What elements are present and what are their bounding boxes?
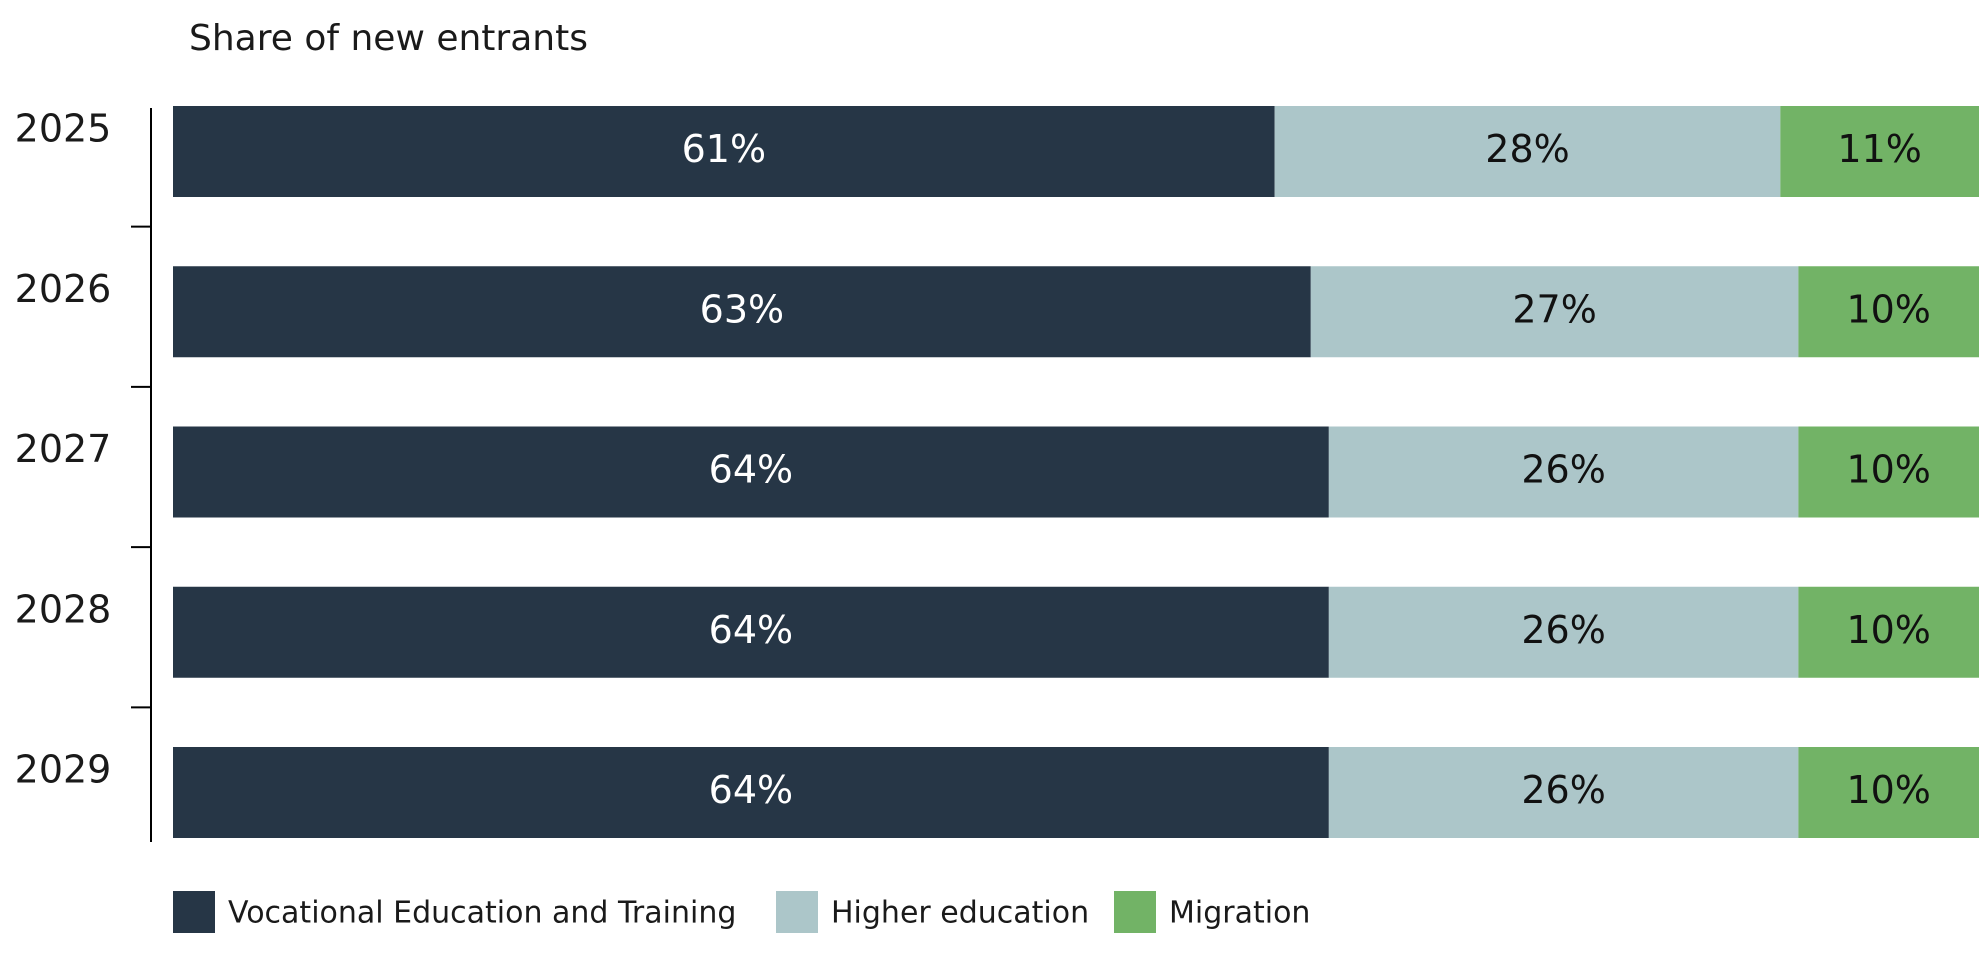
- data-label: 64%: [709, 768, 793, 812]
- data-label: 28%: [1485, 127, 1569, 171]
- legend-label: Migration: [1169, 896, 1310, 931]
- bar-segment: [1310, 266, 1799, 358]
- bar-segment: [173, 266, 1311, 358]
- y-tick-label: 2026: [15, 267, 112, 311]
- chart-title: Share of new entrants: [189, 18, 588, 59]
- y-tick-label: 2027: [15, 427, 112, 471]
- data-label: 10%: [1846, 448, 1930, 492]
- data-label: 11%: [1837, 127, 1921, 171]
- bar-segment: [1328, 426, 1799, 518]
- legend-label: Higher education: [831, 896, 1089, 931]
- data-label: 26%: [1521, 768, 1605, 812]
- data-label: 10%: [1846, 768, 1930, 812]
- bar-segment: [1780, 106, 1979, 197]
- data-label: 26%: [1521, 608, 1605, 652]
- bar-segment: [1798, 586, 1979, 678]
- bar-segment: [1328, 586, 1799, 678]
- y-tick-label: 2029: [15, 748, 112, 792]
- legend-swatch: [776, 891, 818, 933]
- y-tick-label: 2025: [15, 107, 112, 151]
- legend-swatch: [173, 891, 215, 933]
- bar-segment: [173, 586, 1329, 678]
- bar-segment: [1798, 747, 1979, 838]
- data-label: 27%: [1512, 287, 1596, 331]
- bar-segment: [1328, 747, 1799, 838]
- bar-segment: [1798, 266, 1979, 358]
- data-label: 64%: [709, 448, 793, 492]
- data-label: 61%: [682, 127, 766, 171]
- data-label: 10%: [1846, 287, 1930, 331]
- data-label: 10%: [1846, 608, 1930, 652]
- y-tick-label: 2028: [15, 587, 112, 631]
- bar-segment: [1798, 426, 1979, 518]
- bar-segment: [173, 106, 1275, 197]
- legend-swatch: [1114, 891, 1156, 933]
- legend-label: Vocational Education and Training: [228, 896, 736, 931]
- bar-segment: [173, 747, 1329, 838]
- data-label: 64%: [709, 608, 793, 652]
- bar-segment: [1274, 106, 1781, 197]
- bar-segment: [173, 426, 1329, 518]
- data-label: 63%: [700, 287, 784, 331]
- data-label: 26%: [1521, 448, 1605, 492]
